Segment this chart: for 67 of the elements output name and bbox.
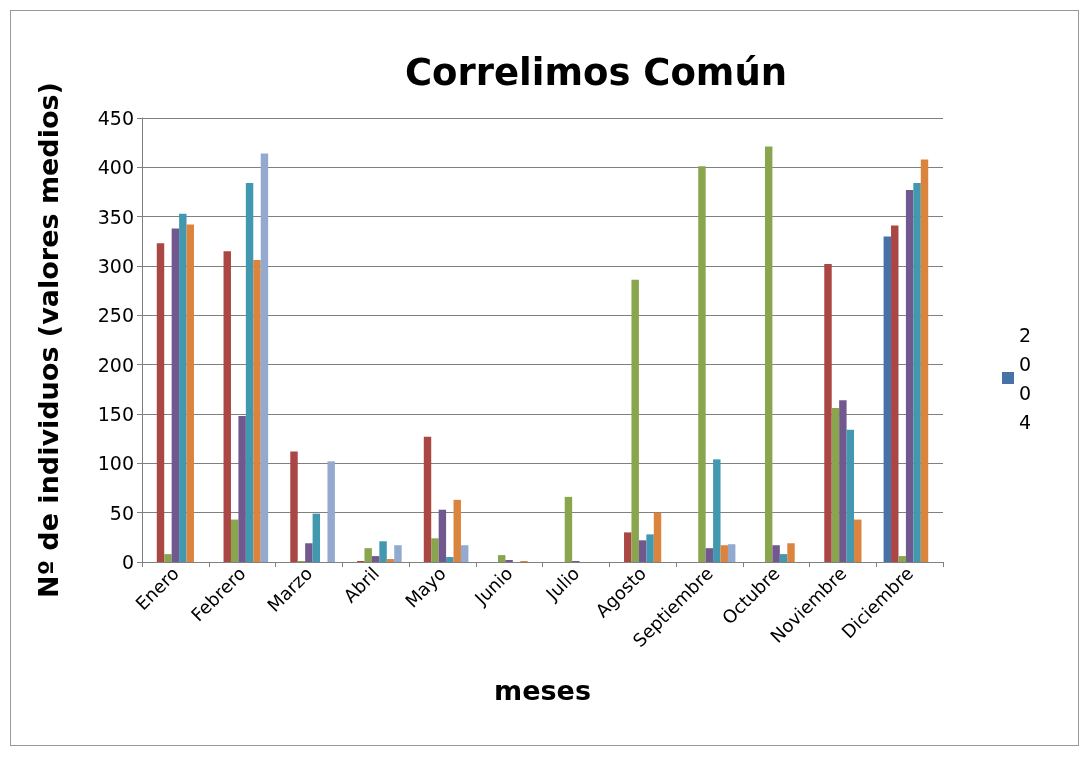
bar bbox=[898, 556, 906, 562]
y-tick-label: 450 bbox=[97, 107, 134, 129]
bar bbox=[230, 519, 239, 562]
y-tick-label: 0 bbox=[121, 551, 134, 573]
bar bbox=[179, 213, 187, 562]
y-tick-label: 350 bbox=[97, 205, 134, 228]
bar bbox=[831, 408, 840, 562]
bar bbox=[727, 544, 736, 562]
bar bbox=[705, 548, 714, 562]
y-tick-label: 200 bbox=[97, 353, 134, 376]
bar bbox=[394, 545, 402, 562]
bar bbox=[913, 183, 921, 562]
bar bbox=[720, 545, 728, 562]
bar bbox=[638, 540, 647, 562]
bar bbox=[824, 264, 832, 562]
bar bbox=[653, 512, 662, 562]
bar bbox=[260, 153, 269, 562]
chart-title: Correlimos Común bbox=[404, 51, 788, 94]
bar bbox=[371, 556, 380, 562]
bar bbox=[624, 532, 632, 562]
y-tick-label: 250 bbox=[97, 304, 134, 327]
bar bbox=[453, 499, 461, 562]
bar bbox=[223, 251, 231, 562]
bar bbox=[497, 555, 506, 562]
y-tick-label: 100 bbox=[97, 452, 134, 475]
y-axis-title: Nº de individuos (valores medios) bbox=[33, 82, 64, 598]
bar bbox=[438, 509, 447, 562]
bar bbox=[238, 415, 246, 562]
bar bbox=[364, 548, 372, 562]
y-tick-label: 50 bbox=[109, 501, 134, 524]
bar bbox=[779, 554, 788, 562]
y-tick-label: 400 bbox=[97, 156, 134, 179]
bar bbox=[253, 260, 261, 562]
bar bbox=[431, 538, 439, 562]
bar bbox=[891, 225, 899, 562]
bar bbox=[305, 543, 313, 562]
bar bbox=[846, 429, 855, 562]
bar bbox=[905, 190, 914, 562]
y-tick-label: 150 bbox=[97, 403, 134, 425]
bar bbox=[713, 459, 721, 562]
bar bbox=[764, 146, 773, 562]
y-tick-label: 300 bbox=[97, 255, 134, 277]
bar bbox=[854, 519, 862, 562]
bar bbox=[423, 436, 432, 562]
bar bbox=[839, 400, 847, 562]
bar bbox=[460, 545, 469, 562]
x-axis-title: meses bbox=[494, 675, 591, 706]
bar bbox=[787, 543, 795, 562]
bar bbox=[646, 534, 654, 562]
bar bbox=[631, 279, 639, 562]
bar bbox=[920, 159, 929, 562]
bar bbox=[883, 236, 892, 562]
bar bbox=[564, 496, 573, 562]
bar bbox=[379, 541, 387, 562]
bar bbox=[327, 461, 335, 562]
bar bbox=[245, 183, 254, 562]
bar bbox=[186, 224, 194, 562]
bar bbox=[312, 513, 321, 562]
bar bbox=[772, 545, 780, 562]
bar bbox=[290, 451, 298, 562]
bar bbox=[446, 557, 454, 562]
bar bbox=[698, 166, 706, 562]
bar bbox=[171, 228, 180, 562]
legend-label: 2004 bbox=[1019, 323, 1032, 433]
bar bbox=[164, 554, 172, 562]
bar bbox=[386, 559, 395, 562]
bar bbox=[156, 243, 165, 562]
